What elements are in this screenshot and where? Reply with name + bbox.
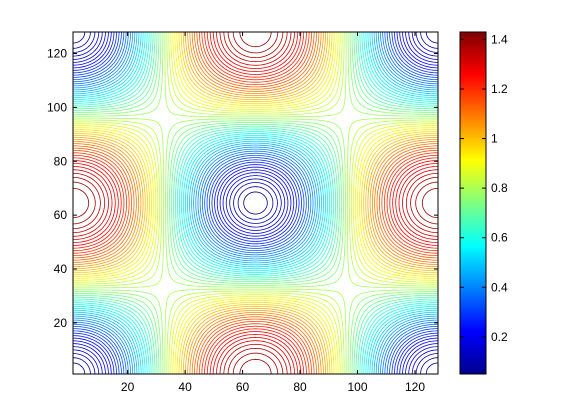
contour-level-40 — [73, 32, 438, 374]
contour-level-14 — [73, 32, 438, 374]
x-tick-label: 100 — [348, 380, 368, 394]
colorbar-tick-label: 1.2 — [491, 82, 508, 96]
colorbar-tick-label: 0.8 — [491, 181, 508, 195]
contour-level-32 — [73, 32, 438, 374]
colorbar-tick-label: 0.6 — [491, 231, 508, 245]
contour-level-15 — [73, 32, 438, 374]
contour-level-52 — [73, 32, 438, 374]
contour-level-44 — [73, 32, 438, 374]
contour-level-2 — [73, 32, 438, 374]
contour-level-9 — [73, 32, 438, 374]
colorbar-tick-label: 0.2 — [491, 330, 508, 344]
contour-level-58 — [73, 32, 438, 374]
contour-level-27 — [73, 32, 438, 374]
contour-level-35 — [73, 32, 438, 374]
x-tick-label: 60 — [236, 380, 250, 394]
contour-level-23 — [73, 32, 438, 374]
x-axis: 20 40 60 80 100 120 — [121, 32, 425, 394]
contour-level-21 — [73, 32, 438, 374]
contour-lines — [73, 32, 438, 374]
contour-level-37 — [73, 32, 438, 374]
contour-level-60 — [73, 32, 438, 374]
colorbar-axis: 0.2 0.4 0.6 0.8 1 1.2 1.4 — [460, 32, 508, 344]
contour-level-5 — [73, 32, 438, 374]
colorbar — [459, 31, 487, 375]
contour-level-46 — [73, 32, 438, 374]
contour-level-55 — [73, 32, 438, 374]
contour-level-47 — [73, 32, 438, 374]
contour-level-18 — [73, 32, 438, 374]
contour-level-34 — [73, 32, 438, 374]
contour-level-8 — [73, 32, 438, 374]
contour-level-25 — [73, 32, 438, 374]
contour-level-57 — [73, 32, 438, 374]
x-tick-label: 40 — [178, 380, 192, 394]
contour-level-56 — [73, 32, 438, 374]
y-tick-label: 100 — [47, 100, 67, 114]
contour-level-6 — [73, 32, 438, 374]
contour-level-31 — [73, 32, 438, 374]
contour-level-30 — [73, 32, 438, 374]
contour-level-39 — [73, 32, 438, 374]
contour-level-1 — [73, 32, 438, 374]
contour-level-4 — [73, 32, 438, 374]
contour-level-12 — [73, 32, 438, 374]
contour-level-51 — [73, 32, 438, 374]
y-tick-label: 20 — [54, 316, 68, 330]
contour-level-19 — [73, 32, 438, 374]
y-tick-label: 40 — [54, 262, 68, 276]
contour-level-59 — [73, 32, 438, 374]
contour-level-53 — [73, 32, 438, 374]
contour-level-11 — [73, 32, 438, 374]
contour-level-38 — [73, 32, 438, 374]
contour-level-50 — [73, 32, 438, 374]
plot-frame — [72, 31, 439, 375]
contour-level-54 — [73, 32, 438, 374]
contour-level-45 — [73, 32, 438, 374]
contour-level-49 — [73, 32, 438, 374]
contour-level-41 — [73, 32, 438, 374]
contour-level-28 — [73, 32, 438, 374]
colorbar-tick-label: 0.4 — [491, 280, 508, 294]
x-tick-label: 20 — [121, 380, 135, 394]
contour-level-20 — [73, 32, 438, 374]
colorbar-tick-label: 1.4 — [491, 32, 508, 46]
contour-level-29 — [73, 32, 438, 374]
contour-level-42 — [73, 32, 438, 374]
y-tick-label: 120 — [47, 47, 67, 61]
x-tick-label: 80 — [293, 380, 307, 394]
contour-level-24 — [73, 32, 438, 374]
contour-level-13 — [73, 32, 438, 374]
contour-level-36 — [73, 32, 438, 374]
contour-level-16 — [73, 32, 438, 374]
contour-level-3 — [73, 32, 438, 374]
x-tick-label: 120 — [405, 380, 425, 394]
contour-level-10 — [73, 32, 438, 374]
contour-level-48 — [73, 32, 438, 374]
contour-level-26 — [73, 32, 438, 374]
y-axis: 20 40 60 80 100 120 — [47, 47, 438, 330]
colorbar-tick-label: 1 — [491, 132, 498, 146]
y-tick-label: 80 — [54, 154, 68, 168]
contour-level-17 — [73, 32, 438, 374]
contour-level-33 — [73, 32, 438, 374]
contour-level-7 — [73, 32, 438, 374]
contour-level-22 — [73, 32, 438, 374]
y-tick-label: 60 — [54, 208, 68, 222]
